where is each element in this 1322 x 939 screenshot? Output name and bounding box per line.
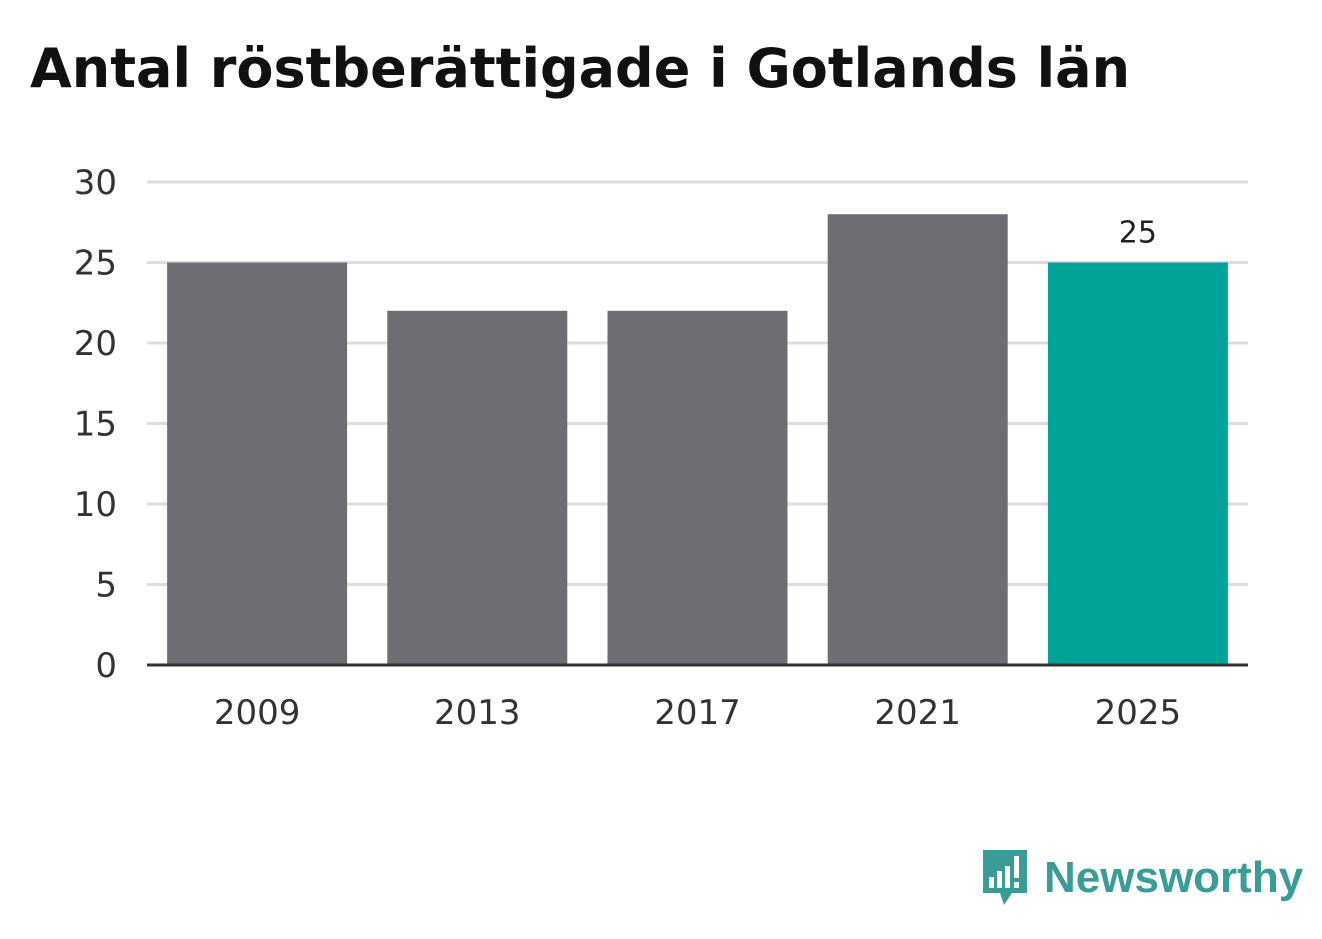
newsworthy-logo: Newsworthy xyxy=(980,846,1303,910)
bar-2021 xyxy=(827,214,1008,665)
y-tick-label: 5 xyxy=(95,566,117,606)
y-tick-label: 15 xyxy=(74,405,117,445)
y-tick-label: 30 xyxy=(74,163,117,203)
x-tick-label: 2013 xyxy=(434,693,521,733)
bar-2025 xyxy=(1047,262,1228,665)
bar-2009 xyxy=(167,262,348,665)
y-tick-label: 10 xyxy=(74,485,117,525)
y-tick-label: 20 xyxy=(74,324,117,364)
newsworthy-logo-text: Newsworthy xyxy=(1044,853,1304,902)
x-tick-label: 2009 xyxy=(214,693,301,733)
bar-2017 xyxy=(607,310,788,665)
data-label: 25 xyxy=(1119,216,1157,251)
y-tick-label: 25 xyxy=(74,244,117,284)
newsworthy-logo-icon xyxy=(983,850,1027,905)
chart-title: Antal röstberättigade i Gotlands län xyxy=(30,37,1131,100)
y-tick-label: 0 xyxy=(95,646,117,686)
bar-2013 xyxy=(387,310,568,665)
x-tick-label: 2017 xyxy=(654,693,741,733)
x-tick-label: 2021 xyxy=(874,693,961,733)
x-tick-label: 2025 xyxy=(1095,693,1182,733)
